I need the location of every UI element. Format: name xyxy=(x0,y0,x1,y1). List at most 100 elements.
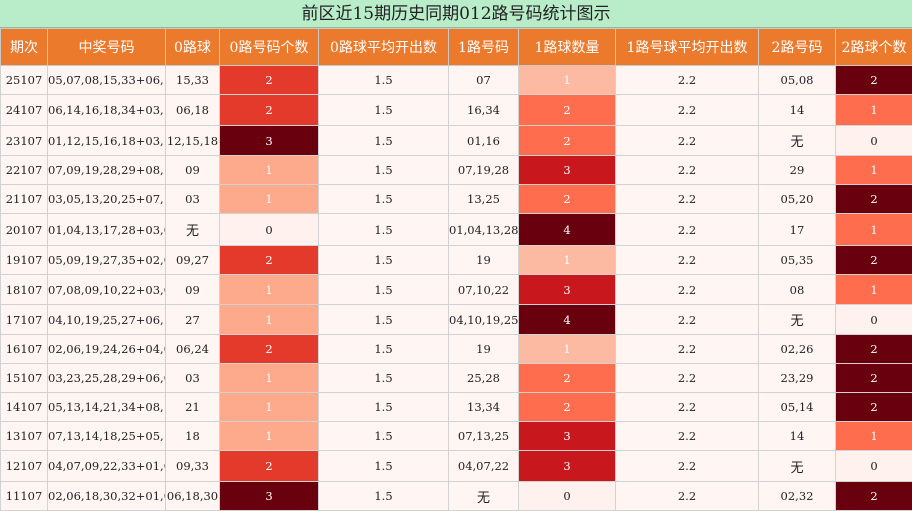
period-cell: 12107 xyxy=(1,451,48,482)
route1-balls-cell: 25,28 xyxy=(449,364,519,393)
route0-count-cell: 0 xyxy=(220,214,319,246)
route1-balls-cell: 19 xyxy=(449,246,519,275)
route1-balls-cell: 无 xyxy=(449,482,519,511)
route1-average-cell: 2.2 xyxy=(616,95,759,126)
route0-count-cell: 3 xyxy=(220,482,319,511)
route2-balls-cell: 17 xyxy=(759,214,836,246)
winning-numbers-cell: 05,09,19,27,35+02,03 xyxy=(48,246,166,275)
route0-balls-cell: 27 xyxy=(166,305,220,335)
route0-average-cell: 1.5 xyxy=(319,422,449,451)
route2-balls-cell: 14 xyxy=(759,422,836,451)
route1-balls-cell: 13,34 xyxy=(449,393,519,422)
period-cell: 11107 xyxy=(1,482,48,511)
route1-average-cell: 2.2 xyxy=(616,156,759,185)
route0-average-cell: 1.5 xyxy=(319,364,449,393)
route0-average-cell: 1.5 xyxy=(319,275,449,305)
header-route2-balls: 2路号码 xyxy=(759,29,836,66)
route2-balls-cell: 无 xyxy=(759,305,836,335)
route0-count-cell: 1 xyxy=(220,275,319,305)
route0-count-cell: 1 xyxy=(220,156,319,185)
stats-table: 期次 中奖号码 0路球 0路号码个数 0路球平均开出数 1路号码 1路球数量 1… xyxy=(0,28,912,511)
route0-average-cell: 1.5 xyxy=(319,305,449,335)
route2-balls-cell: 08 xyxy=(759,275,836,305)
route1-balls-cell: 04,07,22 xyxy=(449,451,519,482)
route1-count-cell: 3 xyxy=(519,451,616,482)
route1-count-cell: 3 xyxy=(519,156,616,185)
header-period: 期次 xyxy=(1,29,48,66)
route1-count-cell: 4 xyxy=(519,214,616,246)
route0-balls-cell: 09,33 xyxy=(166,451,220,482)
route0-average-cell: 1.5 xyxy=(319,393,449,422)
route1-average-cell: 2.2 xyxy=(616,185,759,214)
route2-count-cell: 2 xyxy=(836,393,912,422)
route0-balls-cell: 21 xyxy=(166,393,220,422)
period-cell: 18107 xyxy=(1,275,48,305)
route1-balls-cell: 07,13,25 xyxy=(449,422,519,451)
period-cell: 25107 xyxy=(1,66,48,95)
route0-average-cell: 1.5 xyxy=(319,246,449,275)
route0-balls-cell: 03 xyxy=(166,185,220,214)
route1-count-cell: 2 xyxy=(519,393,616,422)
route0-balls-cell: 09,27 xyxy=(166,246,220,275)
period-cell: 17107 xyxy=(1,305,48,335)
route1-average-cell: 2.2 xyxy=(616,482,759,511)
header-route1-average: 1路号球平均开出数 xyxy=(616,29,759,66)
winning-numbers-cell: 03,23,25,28,29+06,07 xyxy=(48,364,166,393)
route0-average-cell: 1.5 xyxy=(319,451,449,482)
period-cell: 21107 xyxy=(1,185,48,214)
route2-balls-cell: 无 xyxy=(759,126,836,156)
route0-balls-cell: 03 xyxy=(166,364,220,393)
route0-average-cell: 1.5 xyxy=(319,95,449,126)
route0-balls-cell: 06,24 xyxy=(166,335,220,364)
route2-balls-cell: 02,32 xyxy=(759,482,836,511)
route2-balls-cell: 23,29 xyxy=(759,364,836,393)
route1-count-cell: 2 xyxy=(519,126,616,156)
route1-balls-cell: 19 xyxy=(449,335,519,364)
route2-count-cell: 0 xyxy=(836,305,912,335)
route1-average-cell: 2.2 xyxy=(616,451,759,482)
route0-balls-cell: 18 xyxy=(166,422,220,451)
route2-count-cell: 2 xyxy=(836,335,912,364)
route1-count-cell: 3 xyxy=(519,275,616,305)
route0-average-cell: 1.5 xyxy=(319,185,449,214)
header-row: 期次 中奖号码 0路球 0路号码个数 0路球平均开出数 1路号码 1路球数量 1… xyxy=(1,29,912,66)
route2-count-cell: 1 xyxy=(836,156,912,185)
route1-average-cell: 2.2 xyxy=(616,66,759,95)
period-cell: 14107 xyxy=(1,393,48,422)
route2-count-cell: 2 xyxy=(836,364,912,393)
route2-count-cell: 1 xyxy=(836,95,912,126)
route2-count-cell: 2 xyxy=(836,66,912,95)
route2-count-cell: 2 xyxy=(836,482,912,511)
route1-average-cell: 2.2 xyxy=(616,305,759,335)
winning-numbers-cell: 02,06,18,30,32+01,08 xyxy=(48,482,166,511)
route2-count-cell: 0 xyxy=(836,126,912,156)
route1-balls-cell: 07,10,22 xyxy=(449,275,519,305)
route1-count-cell: 1 xyxy=(519,246,616,275)
route0-balls-cell: 15,33 xyxy=(166,66,220,95)
winning-numbers-cell: 07,09,19,28,29+08,10 xyxy=(48,156,166,185)
route1-average-cell: 2.2 xyxy=(616,422,759,451)
route1-count-cell: 4 xyxy=(519,305,616,335)
route1-balls-cell: 13,25 xyxy=(449,185,519,214)
route0-count-cell: 2 xyxy=(220,246,319,275)
route2-balls-cell: 02,26 xyxy=(759,335,836,364)
route2-count-cell: 1 xyxy=(836,422,912,451)
route0-balls-cell: 无 xyxy=(166,214,220,246)
route1-count-cell: 0 xyxy=(519,482,616,511)
route0-average-cell: 1.5 xyxy=(319,335,449,364)
chart-title: 前区近15期历史同期012路号码统计图示 xyxy=(0,0,912,28)
winning-numbers-cell: 06,14,16,18,34+03,10 xyxy=(48,95,166,126)
route1-count-cell: 1 xyxy=(519,335,616,364)
route1-count-cell: 1 xyxy=(519,66,616,95)
route2-count-cell: 1 xyxy=(836,214,912,246)
